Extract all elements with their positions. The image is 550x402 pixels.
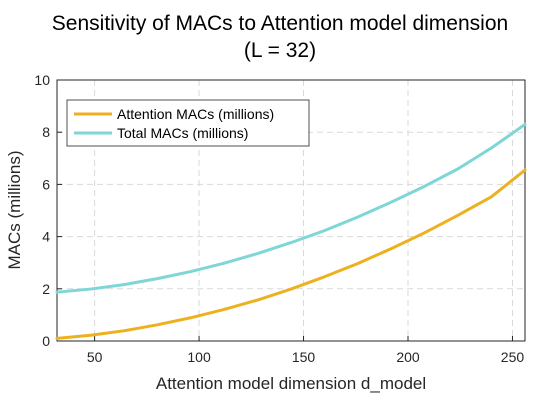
legend-box — [66, 99, 310, 147]
y-tick-label: 2 — [42, 281, 50, 297]
y-tick-label: 8 — [42, 124, 50, 140]
x-axis-label: Attention model dimension d_model — [156, 374, 426, 393]
x-tick-label: 250 — [501, 349, 525, 365]
x-tick-label: 200 — [396, 349, 420, 365]
y-axis-ticks: 0 2 4 6 8 10 — [34, 72, 62, 349]
x-tick-label: 50 — [87, 349, 103, 365]
legend: Attention MACs (millions) Total MACs (mi… — [66, 99, 310, 147]
series-lines — [55, 122, 527, 340]
x-tick-label: 100 — [187, 349, 211, 365]
y-tick-label: 0 — [42, 333, 50, 349]
x-tick-label: 150 — [292, 349, 316, 365]
chart-title-line1: Sensitivity of MACs to Attention model d… — [52, 12, 508, 35]
legend-label-attention: Attention MACs (millions) — [117, 106, 274, 122]
x-axis-ticks: 50 100 150 200 250 — [87, 336, 525, 365]
y-tick-label: 4 — [42, 229, 50, 245]
y-axis-label: MACs (millions) — [5, 151, 24, 270]
attention-macs-line — [55, 168, 527, 340]
legend-label-total: Total MACs (millions) — [117, 125, 248, 141]
y-tick-label: 6 — [42, 176, 50, 192]
plot-area-border — [56, 79, 526, 342]
y-tick-label: 10 — [34, 72, 50, 88]
chart-title-line2: (L = 32) — [244, 39, 316, 62]
total-macs-line — [55, 122, 527, 294]
